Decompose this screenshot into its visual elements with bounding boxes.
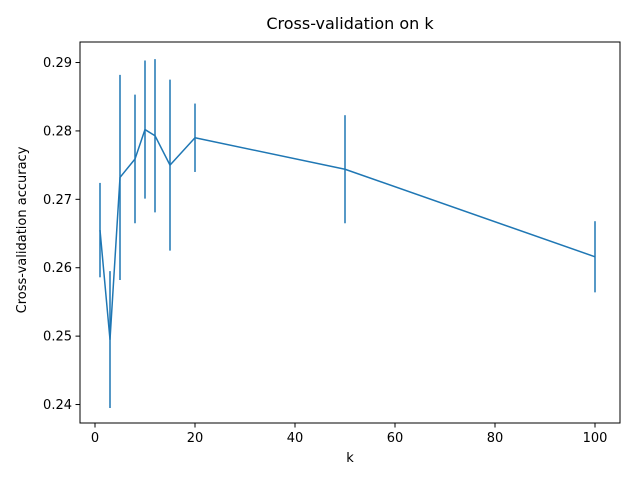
series-line xyxy=(99,128,596,341)
x-tick-label: 80 xyxy=(487,431,504,446)
y-tick-label: 0.28 xyxy=(43,124,72,139)
y-tick-label: 0.27 xyxy=(43,193,72,208)
x-tick-label: 20 xyxy=(187,431,204,446)
y-axis-label: Cross-validation accuracy xyxy=(15,146,30,313)
x-tick-label: 100 xyxy=(583,431,608,446)
x-tick-label: 0 xyxy=(91,431,99,446)
axes-frame xyxy=(79,41,621,424)
y-tick-label: 0.26 xyxy=(43,261,72,276)
x-tick-label: 40 xyxy=(287,431,304,446)
y-tick-label: 0.24 xyxy=(43,398,72,413)
plot-area: 0 20 40 60 80 100 0.24 0.25 0.26 0.27 0.28 0.29 xyxy=(43,41,621,446)
y-tick-label: 0.25 xyxy=(43,330,72,345)
y-tick-label: 0.29 xyxy=(43,56,72,71)
x-axis-label: k xyxy=(346,451,354,466)
chart-title: Cross-validation on k xyxy=(266,14,434,33)
x-tick-label: 60 xyxy=(387,431,404,446)
